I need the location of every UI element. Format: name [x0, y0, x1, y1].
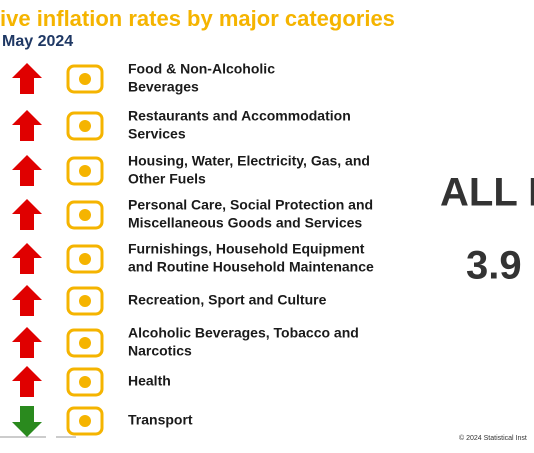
summary-label: ALL I	[440, 171, 534, 215]
arrow-up	[12, 285, 42, 316]
footer: © 2024 Statistical Inst	[459, 434, 527, 442]
category-icon	[66, 406, 104, 436]
category-label: Food & Non-Alcoholic	[128, 61, 275, 77]
category-label: Health	[128, 373, 171, 389]
arrow-up	[12, 243, 42, 274]
category-label: Narcotics	[128, 343, 192, 359]
category-label: Miscellaneous Goods and Services	[128, 215, 362, 231]
category-label: Restaurants and Accommodation	[128, 108, 351, 124]
category-icon	[79, 253, 91, 265]
category-icon	[79, 209, 91, 221]
category-label: Recreation, Sport and Culture	[128, 292, 327, 308]
title: ive inflation rates by major categories	[0, 6, 395, 31]
category-label: Other Fuels	[128, 171, 206, 187]
category-icon	[79, 415, 91, 427]
category-label: Services	[128, 126, 186, 142]
category-icon	[66, 200, 104, 230]
arrow-up	[12, 63, 42, 94]
category-icon	[66, 286, 104, 316]
arrow-up	[12, 110, 42, 141]
category-label: Housing, Water, Electricity, Gas, and	[128, 153, 370, 169]
arrow-up	[12, 199, 42, 230]
category-icon	[66, 367, 104, 397]
category-label: Beverages	[128, 79, 199, 95]
category-label: Transport	[128, 412, 193, 428]
category-icon	[66, 328, 104, 358]
category-icon	[79, 295, 91, 307]
category-icon	[79, 73, 91, 85]
category-label: Alcoholic Beverages, Tobacco and	[128, 325, 359, 341]
category-label: Personal Care, Social Protection and	[128, 197, 373, 213]
category-icon	[66, 156, 104, 186]
subtitle: May 2024	[2, 33, 73, 50]
category-icon	[79, 337, 91, 349]
arrow-down	[12, 406, 42, 437]
category-icon	[79, 376, 91, 388]
category-label: Furnishings, Household Equipment	[128, 241, 365, 257]
arrow-up	[12, 366, 42, 397]
category-icon	[66, 244, 104, 274]
summary-value: 3.9	[466, 244, 522, 288]
arrow-up	[12, 327, 42, 358]
category-icon	[79, 165, 91, 177]
category-icon	[66, 64, 104, 94]
category-icon	[66, 111, 104, 141]
category-icon	[79, 120, 91, 132]
category-label: and Routine Household Maintenance	[128, 259, 374, 275]
arrow-up	[12, 155, 42, 186]
